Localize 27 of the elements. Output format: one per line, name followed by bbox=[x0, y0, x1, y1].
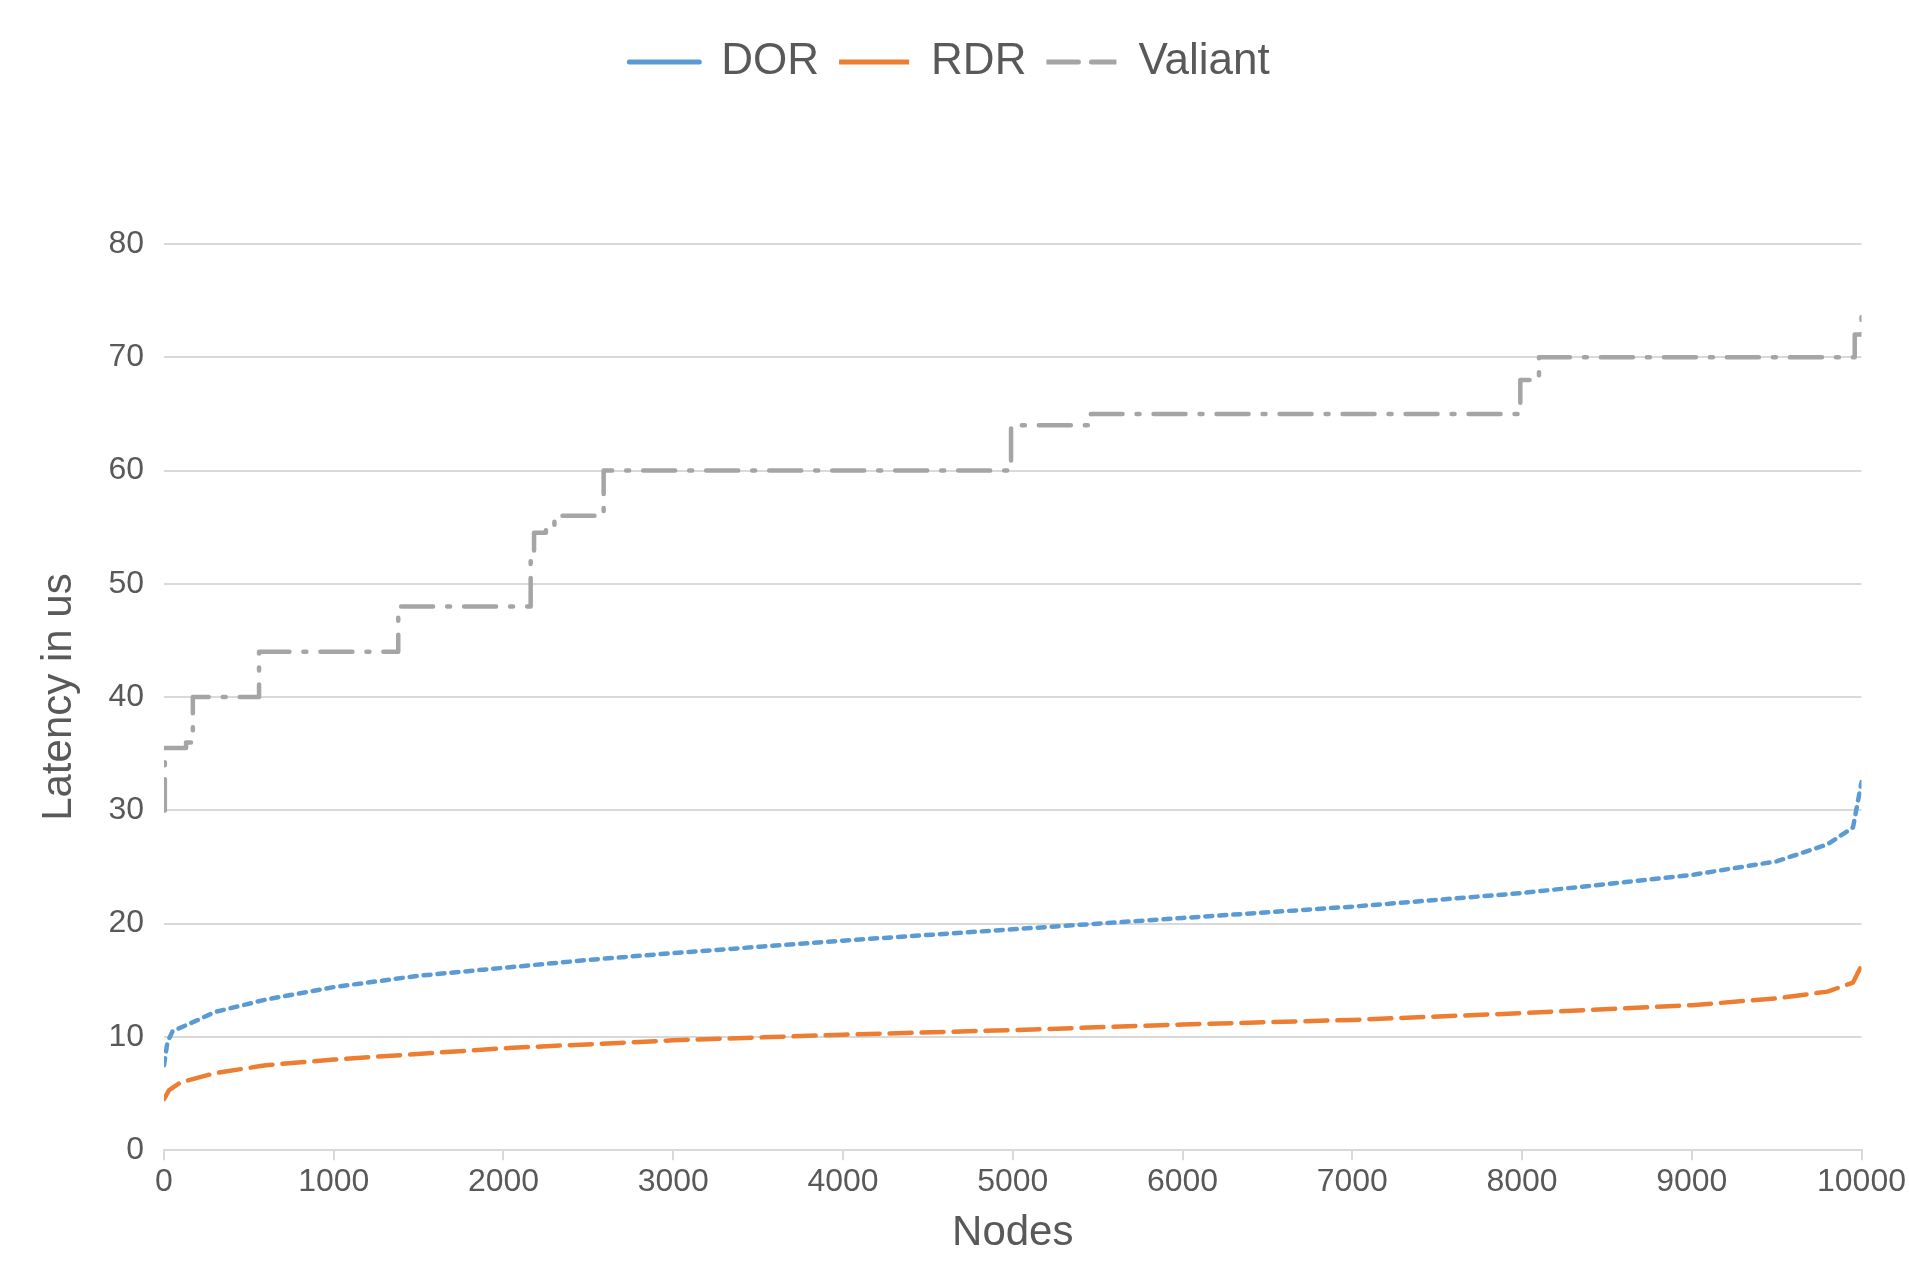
y-tick-label: 30 bbox=[108, 790, 144, 827]
y-axis-title: Latency in us bbox=[32, 573, 80, 821]
y-tick-label: 20 bbox=[108, 903, 144, 940]
y-tick-label: 40 bbox=[108, 676, 144, 713]
x-tick-label: 9000 bbox=[1656, 1162, 1728, 1199]
legend-label: Valiant bbox=[1138, 34, 1270, 84]
line-series bbox=[163, 779, 1862, 1068]
line-series bbox=[163, 963, 1862, 1102]
x-tick-label: 3000 bbox=[637, 1162, 709, 1199]
x-tick-label: 4000 bbox=[807, 1162, 879, 1199]
legend-label: DOR bbox=[721, 34, 820, 84]
x-tick-label: 2000 bbox=[467, 1162, 540, 1199]
x-tick-label: 1000 bbox=[298, 1162, 370, 1199]
y-tick-label: 0 bbox=[126, 1130, 144, 1167]
y-tick-label: 10 bbox=[108, 1016, 144, 1053]
x-tick-label: 6000 bbox=[1146, 1162, 1219, 1199]
y-tick-label: 70 bbox=[108, 337, 144, 374]
x-axis-title: Nodes bbox=[952, 1207, 1074, 1255]
legend-label: RDR bbox=[931, 34, 1027, 84]
x-tick-label: 8000 bbox=[1486, 1162, 1558, 1199]
x-tick-label: 10000 bbox=[1817, 1162, 1906, 1199]
y-tick-label: 60 bbox=[108, 450, 144, 487]
x-tick-label: 0 bbox=[155, 1162, 173, 1199]
x-tick-label: 7000 bbox=[1316, 1162, 1388, 1199]
x-tick-label: 5000 bbox=[977, 1162, 1049, 1199]
y-tick-label: 50 bbox=[108, 563, 144, 600]
y-tick-label: 80 bbox=[108, 223, 144, 260]
